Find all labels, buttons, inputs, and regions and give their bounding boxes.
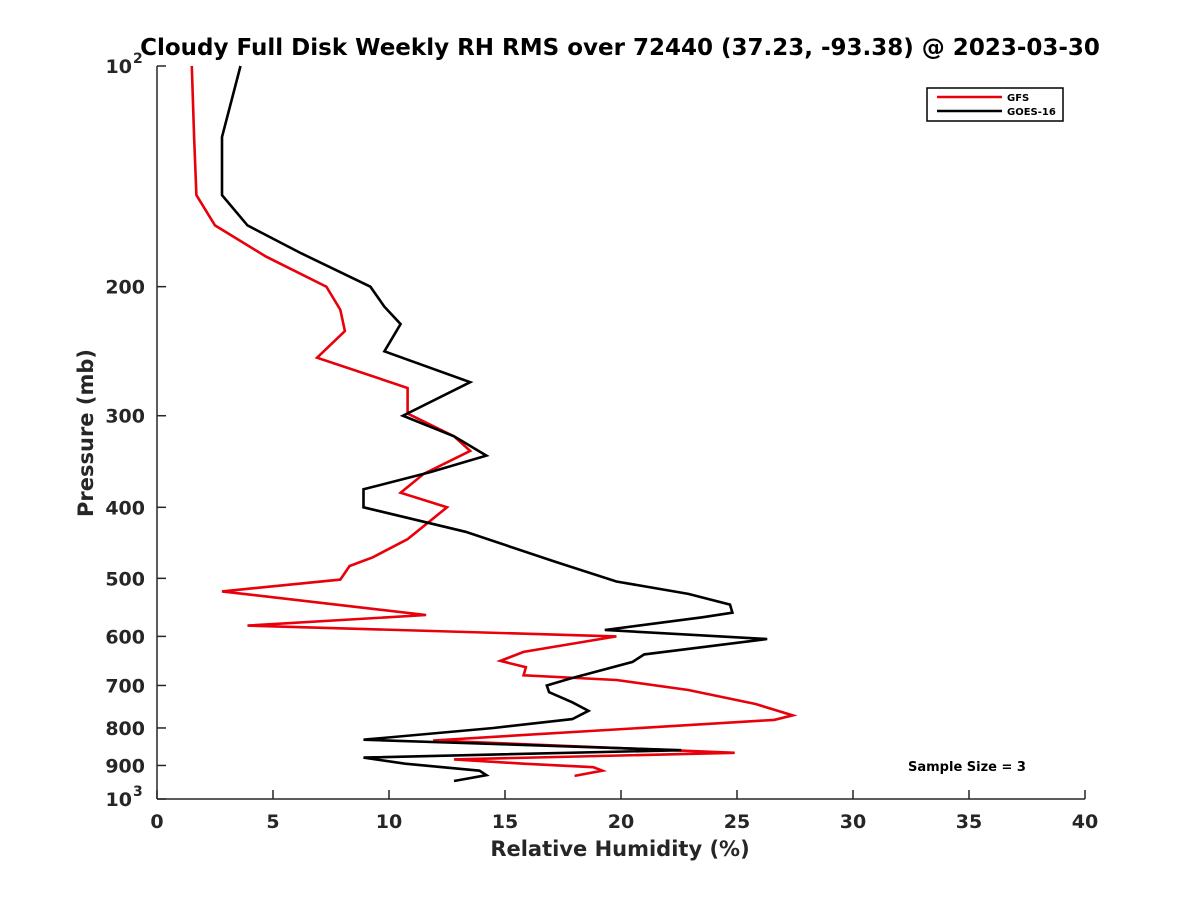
x-axis-ticks: 0 5 10 15 20 25 30 35 40: [150, 790, 1098, 833]
x-tick-label: 25: [724, 811, 750, 833]
y-tick-label: 800: [105, 718, 145, 740]
y-tick-label: 600: [105, 626, 145, 648]
x-tick-label: 5: [266, 811, 279, 833]
sample-size-annotation: Sample Size = 3: [908, 760, 1026, 775]
y-tick-label: 200: [105, 277, 145, 299]
x-tick-label: 40: [1072, 811, 1098, 833]
x-tick-label: 0: [150, 811, 163, 833]
legend-box: [926, 87, 1064, 122]
series-line-gfs: [190, 65, 798, 778]
y-tick-label: 400: [105, 497, 145, 519]
x-tick-label: 10: [376, 811, 402, 833]
series-line-goes-16: [220, 65, 768, 783]
y-tick-label: 10: [106, 789, 132, 811]
plot-area: [156, 65, 1085, 800]
legend-entry-label: GFS: [1007, 93, 1029, 104]
x-axis-label: Relative Humidity (%): [490, 837, 749, 861]
y-tick-exponent: 2: [133, 51, 143, 67]
x-tick-label: 35: [956, 811, 982, 833]
legend-entry-label: GOES-16: [1007, 107, 1056, 118]
y-tick-exponent: 3: [133, 784, 143, 800]
legend: GFS GOES-16: [926, 87, 1064, 122]
y-tick-label: 300: [105, 406, 145, 428]
x-tick-label: 30: [840, 811, 866, 833]
x-tick-label: 20: [608, 811, 634, 833]
y-tick-label: 500: [105, 568, 145, 590]
y-tick-label: 700: [105, 675, 145, 697]
y-tick-label: 900: [105, 755, 145, 777]
chart-title: Cloudy Full Disk Weekly RH RMS over 7244…: [140, 35, 1100, 61]
y-axis-label: Pressure (mb): [74, 349, 98, 517]
y-tick-label: 10: [106, 56, 132, 78]
x-tick-label: 15: [492, 811, 518, 833]
